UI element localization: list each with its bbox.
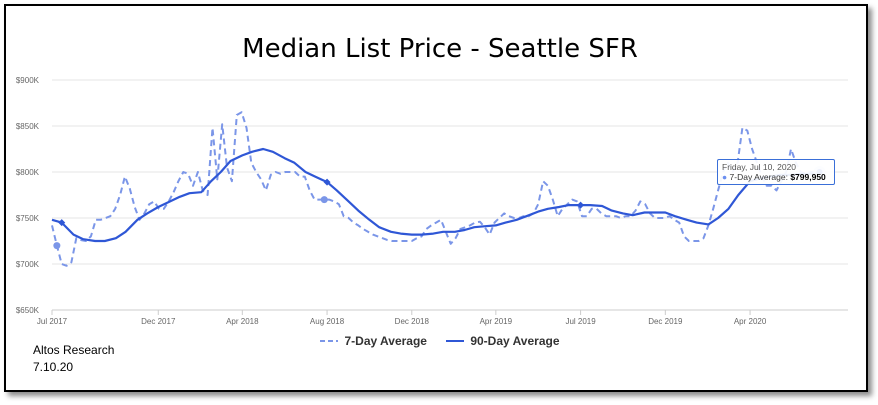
chart-frame [4, 4, 868, 392]
y-tick-label: $650K [16, 306, 40, 315]
axis-layer: $650K $700K $750K $800K $850K $900K Jul 2017 De… [16, 76, 848, 326]
legend-label-7-day: 7-Day Average [344, 334, 427, 348]
y-tick-label: $900K [16, 76, 40, 85]
series-90-day-marker [323, 178, 331, 186]
x-tick-label: Apr 2019 [480, 317, 513, 326]
y-tick-label: $700K [16, 260, 40, 269]
solid-line-icon [446, 340, 465, 342]
tooltip-bullet-icon: ● [722, 172, 728, 182]
hover-tooltip: Friday, Jul 10, 2020 ● 7-Day Average: $7… [717, 159, 835, 185]
grid-layer [52, 79, 848, 311]
source-date: 7.10.20 [33, 360, 74, 374]
dashed-line-icon [320, 340, 339, 342]
chart-title: Median List Price - Seattle SFR [242, 34, 638, 64]
legend-item-90-day[interactable]: 90-Day Average [446, 334, 560, 348]
legend-label-90-day: 90-Day Average [470, 334, 560, 348]
series-7-day-marker [53, 242, 61, 250]
series-90-day-marker [577, 201, 585, 209]
marker-layer [53, 166, 826, 250]
series-7-day-marker [320, 196, 328, 204]
x-tick-label: Dec 2018 [395, 317, 430, 326]
source-name: Altos Research [33, 343, 115, 357]
x-tick-label: Apr 2018 [226, 317, 259, 326]
x-tick-label: Dec 2017 [141, 317, 176, 326]
series-90-day-marker [58, 219, 66, 227]
legend: 7-Day Average 90-Day Average [0, 333, 878, 348]
x-tick-label: Dec 2019 [648, 317, 683, 326]
x-tick-label: Apr 2020 [734, 317, 767, 326]
y-tick-label: $800K [16, 168, 40, 177]
legend-item-7-day[interactable]: 7-Day Average [320, 334, 427, 348]
tooltip-date: Friday, Jul 10, 2020 [722, 162, 797, 172]
y-tick-label: $750K [16, 214, 40, 223]
x-tick-label: Jul 2019 [565, 317, 596, 326]
tooltip-label: 7-Day Average: [729, 172, 788, 182]
series-layer[interactable] [51, 111, 820, 267]
x-tick-label: Aug 2018 [310, 317, 345, 326]
source-note: Altos Research 7.10.20 [33, 342, 114, 376]
series-line-90-day[interactable] [51, 147, 820, 243]
x-tick-label: Jul 2017 [37, 317, 68, 326]
y-tick-label: $850K [16, 122, 40, 131]
series-line-7-day[interactable] [51, 111, 820, 267]
tooltip-value: $799,950 [790, 172, 826, 182]
